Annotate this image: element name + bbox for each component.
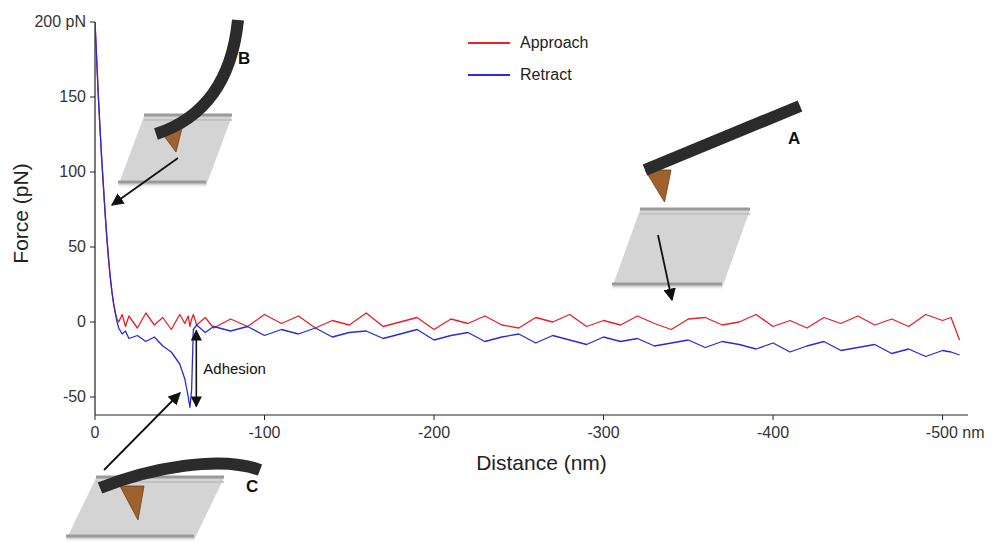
cantilever bbox=[645, 106, 800, 170]
y-axis bbox=[94, 22, 95, 415]
y-tick bbox=[90, 172, 95, 173]
x-axis bbox=[95, 414, 968, 415]
x-tick-label: -300 bbox=[588, 424, 620, 441]
x-tick-label: 0 bbox=[91, 424, 100, 441]
x-tick-label: -200 bbox=[418, 424, 450, 441]
sample-edge bbox=[612, 283, 722, 286]
x-tick bbox=[942, 415, 943, 420]
x-tick bbox=[264, 415, 265, 420]
y-axis-title: Force (pN) bbox=[9, 163, 32, 263]
annotation-label: Adhesion bbox=[203, 360, 266, 377]
x-tick bbox=[603, 415, 604, 420]
y-tick-label: -50 bbox=[63, 388, 86, 405]
label-background bbox=[201, 359, 268, 378]
legend-swatch bbox=[468, 74, 510, 76]
sample-edge bbox=[118, 185, 206, 187]
sample-edge bbox=[118, 181, 206, 184]
x-tick bbox=[95, 415, 96, 420]
y-tick bbox=[90, 97, 95, 98]
panel-letter: B bbox=[238, 49, 250, 68]
x-tick bbox=[434, 415, 435, 420]
sample-body bbox=[612, 210, 750, 288]
y-tick bbox=[90, 397, 95, 398]
panel-letter: A bbox=[788, 129, 800, 148]
legend-label: Retract bbox=[520, 66, 572, 83]
sample-edge bbox=[640, 213, 750, 215]
x-tick-label: -400 bbox=[757, 424, 789, 441]
x-axis-title: Distance (nm) bbox=[476, 451, 607, 474]
y-tick-label: 0 bbox=[77, 313, 86, 330]
sample-surface bbox=[612, 209, 750, 288]
y-tick-label: 200 pN bbox=[34, 13, 86, 30]
sample-surface bbox=[66, 477, 224, 540]
y-tick bbox=[90, 22, 95, 23]
y-tick bbox=[90, 322, 95, 323]
cantilever bbox=[100, 463, 260, 488]
y-tick-label: 50 bbox=[68, 238, 86, 255]
x-tick-label: -500 nm bbox=[926, 424, 985, 441]
legend-label: Approach bbox=[520, 34, 589, 51]
x-tick bbox=[773, 415, 774, 420]
chart: 200 pN 150 100 50 0 -50 0 -100 -200 -300 -400 -500 … bbox=[0, 0, 996, 543]
y-tick-label: 150 bbox=[59, 88, 86, 105]
afm-tip bbox=[120, 486, 144, 520]
sample-edge bbox=[66, 535, 194, 538]
panel-letter: C bbox=[246, 477, 258, 496]
pointer-arrow bbox=[104, 393, 180, 470]
cantilever bbox=[156, 20, 238, 134]
y-tick-label: 100 bbox=[59, 163, 86, 180]
sample-edge bbox=[612, 287, 722, 289]
pointer-arrow bbox=[658, 235, 672, 300]
adhesion-arrow bbox=[196, 331, 198, 407]
sample-body bbox=[66, 478, 224, 540]
y-tick bbox=[90, 247, 95, 248]
sample-edge bbox=[66, 539, 194, 541]
pointer-arrow bbox=[112, 158, 178, 205]
sample-edge bbox=[640, 208, 750, 211]
legend-swatch bbox=[468, 42, 510, 44]
x-tick-label: -100 bbox=[248, 424, 280, 441]
